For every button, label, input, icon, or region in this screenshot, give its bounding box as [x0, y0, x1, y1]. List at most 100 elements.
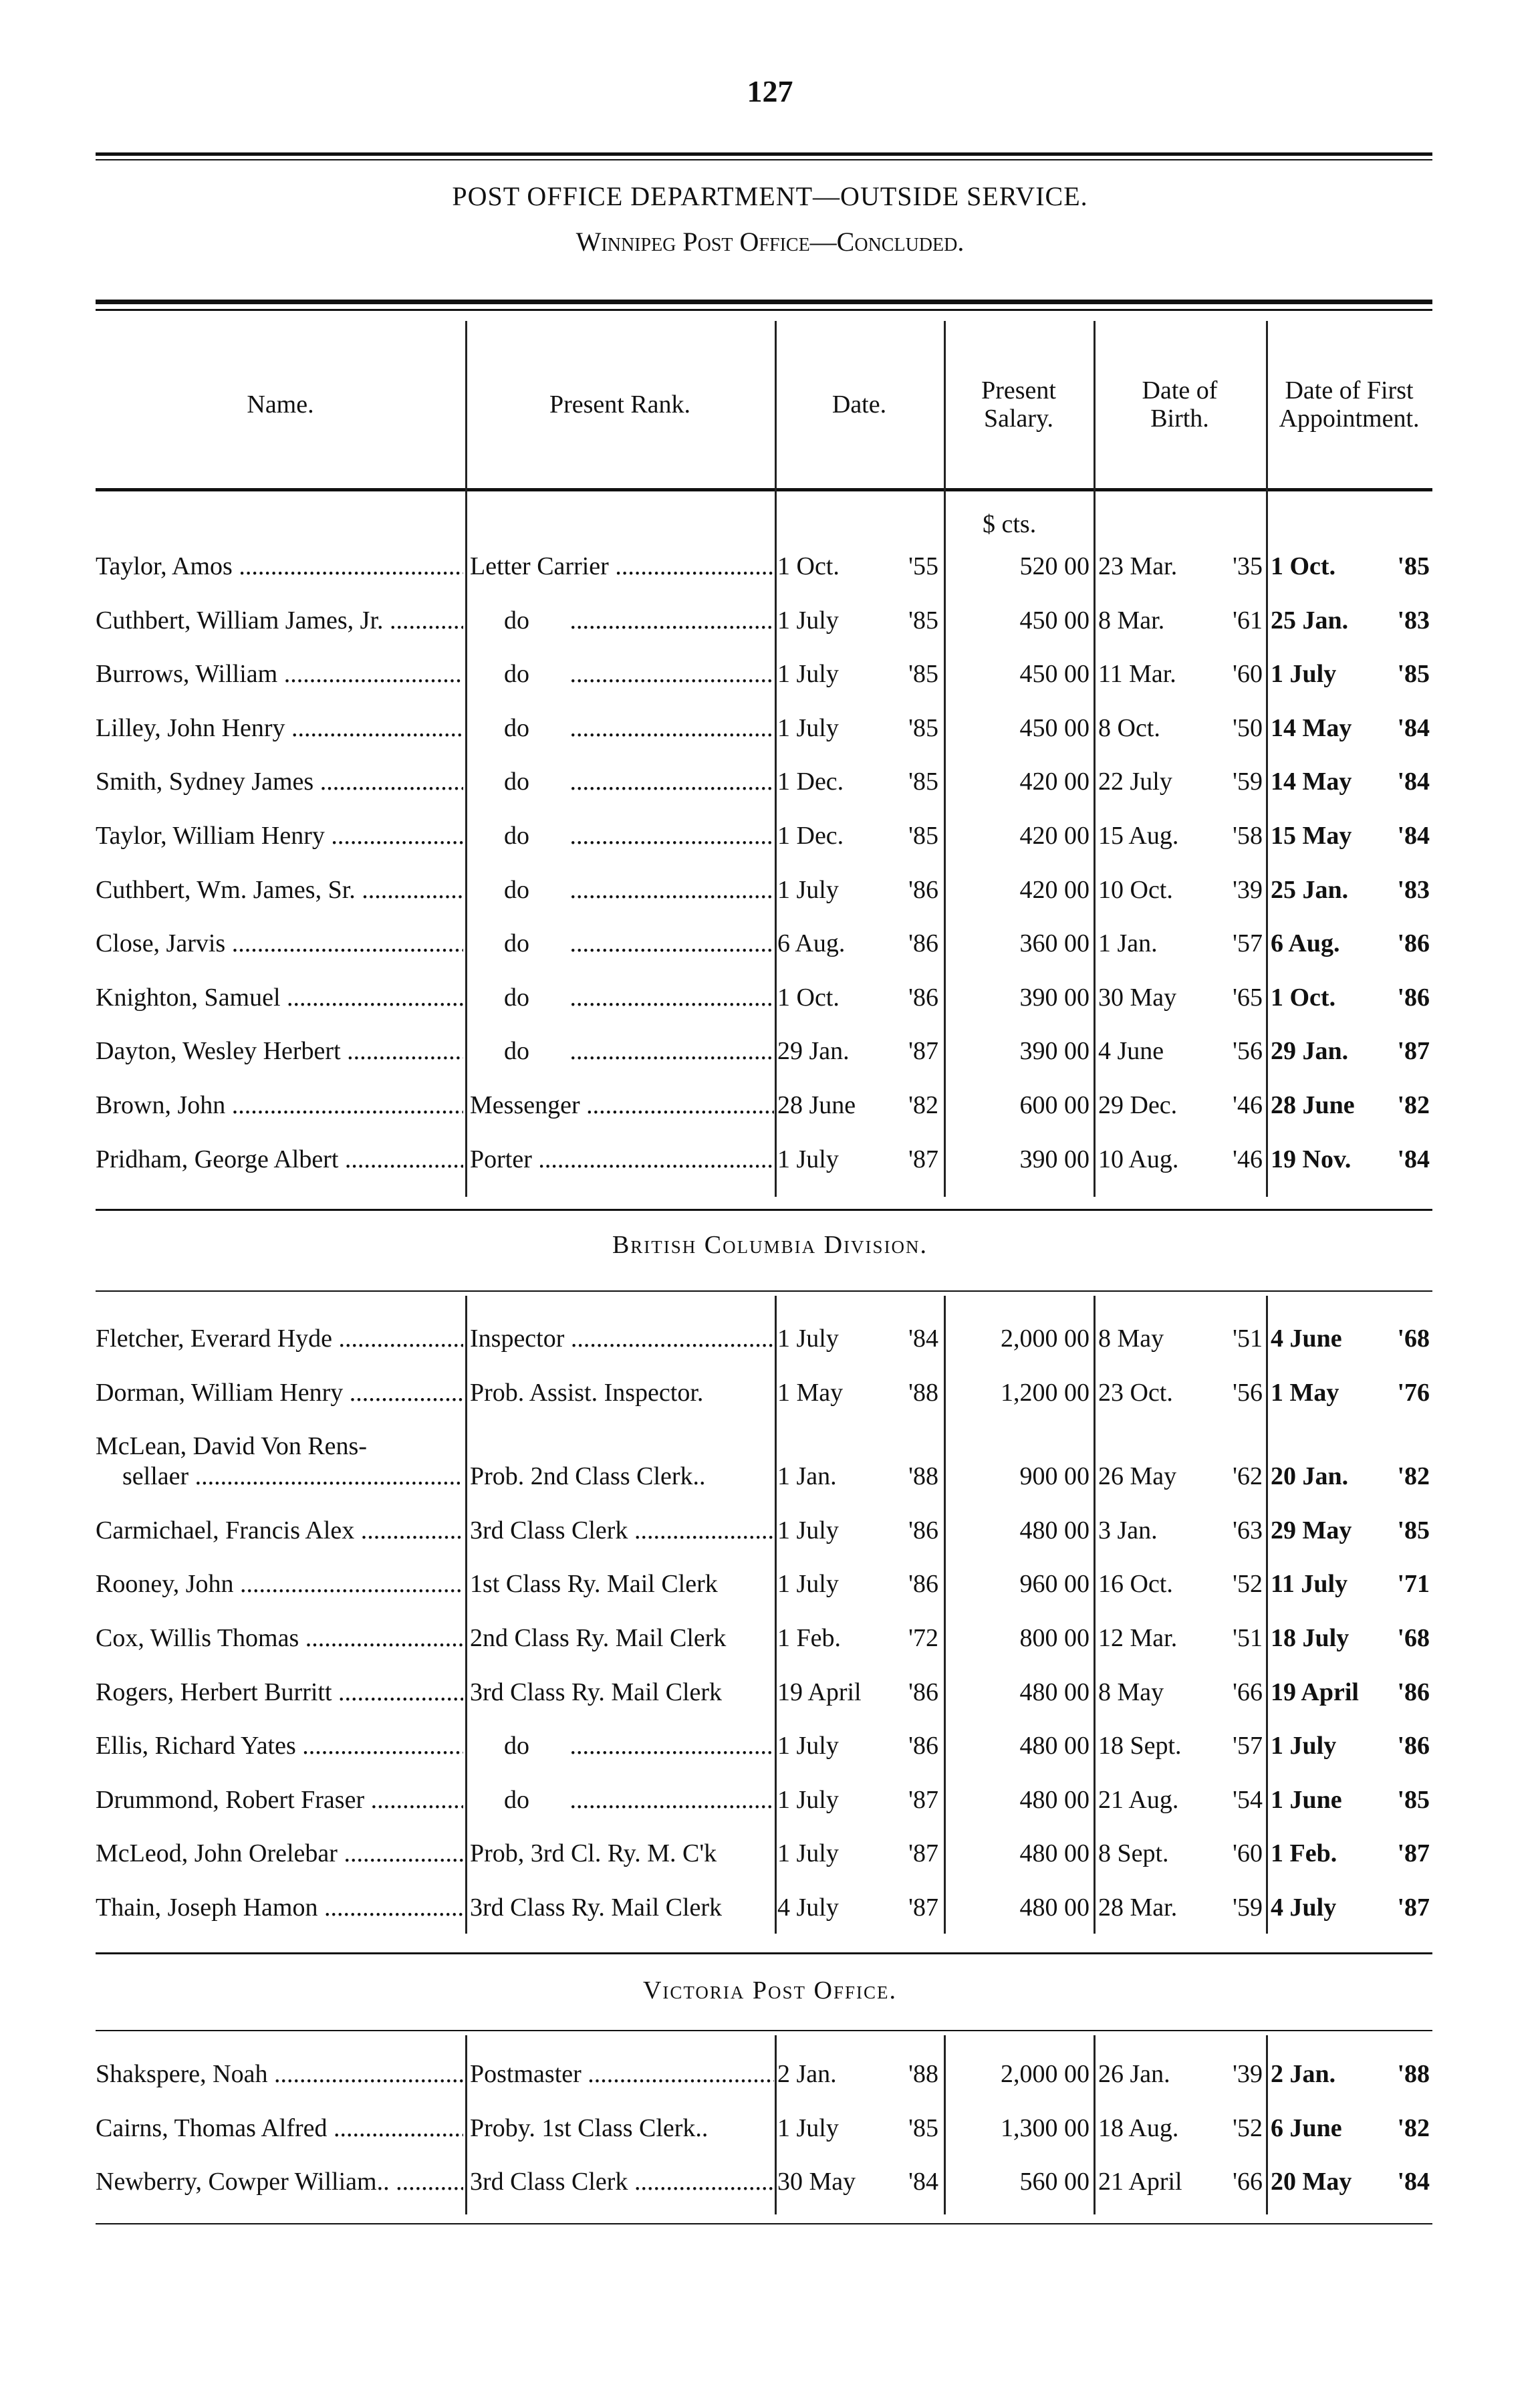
appointment-day-month: 20 Jan. [1271, 1462, 1349, 1491]
birth-day-month: 4 June [1098, 1037, 1164, 1066]
column-header-date: Date. [831, 390, 887, 419]
name-cell: Lilley, John Henry [96, 701, 463, 755]
salary-cents: 00 [1064, 1325, 1089, 1353]
date-day-month: 1 July [777, 606, 839, 635]
appointment-day-month: 20 May [1271, 2168, 1352, 2196]
name-cell: Drummond, Robert Fraser [96, 1773, 463, 1827]
appointment-year: '84 [1397, 713, 1430, 742]
name-cell: McLeod, John Orelebar [96, 1827, 463, 1880]
birth-year: '52 [1233, 2113, 1263, 2142]
rank-cell: do [470, 971, 774, 1024]
date-year: '85 [908, 822, 938, 850]
ditto-mark: do [504, 822, 529, 850]
date-year: '55 [908, 552, 938, 580]
birth-day-month: 21 April [1098, 2168, 1182, 2196]
appointment-day-month: 19 April [1271, 1678, 1359, 1706]
rank-cell: 3rd Class Clerk [470, 2155, 774, 2208]
birth-day-month: 22 July [1098, 768, 1172, 796]
date-year: '85 [908, 768, 938, 796]
salary-cents: 00 [1064, 1378, 1089, 1407]
appointment-cell: 6 Aug. '86 [1271, 917, 1432, 970]
ditto-mark: do [504, 875, 529, 904]
date-year: '86 [908, 875, 938, 904]
birth-day-month: 18 Sept. [1098, 1732, 1182, 1760]
date-day-month: 1 July [777, 1516, 839, 1544]
section-rule [96, 1290, 1432, 1292]
rank-cell: do [470, 701, 774, 755]
salary-dollars: 450 [1019, 606, 1058, 635]
appointment-day-month: 1 July [1271, 660, 1337, 689]
birth-year: '66 [1233, 1678, 1263, 1706]
salary-cents: 00 [1064, 1894, 1089, 1922]
column-header-appointment: Date of First Appointment. [1279, 376, 1420, 433]
birth-cell: 23 Mar. '35 [1098, 540, 1265, 593]
date-year: '86 [908, 1732, 938, 1760]
bottom-rule [96, 2223, 1432, 2224]
name-cell: Shakspere, Noah [96, 2047, 463, 2101]
date-cell: 1 July '84 [777, 1312, 941, 1365]
salary-cents: 00 [1064, 822, 1089, 850]
birth-cell: 29 Dec. '46 [1098, 1078, 1265, 1132]
date-cell: 1 July '85 [777, 594, 941, 647]
salary-cents: 00 [1064, 2113, 1089, 2142]
name-cell: Newberry, Cowper William.. [96, 2155, 463, 2208]
salary-cents: 00 [1064, 1732, 1089, 1760]
appointment-day-month: 15 May [1271, 822, 1352, 850]
appointment-year: '71 [1397, 1570, 1430, 1599]
salary-dollars: 390 [1019, 1145, 1058, 1173]
date-day-month: 1 July [777, 1570, 839, 1599]
salary-dollars: 450 [1019, 713, 1058, 742]
salary-dollars: 560 [1019, 2168, 1058, 2196]
column-divider [1094, 1296, 1096, 1934]
appointment-year: '84 [1397, 768, 1430, 796]
rank-cell: do [470, 917, 774, 970]
salary-cents: 00 [1064, 552, 1089, 580]
birth-year: '62 [1233, 1462, 1263, 1491]
name-cell: Dayton, Wesley Herbert [96, 1024, 463, 1078]
date-day-month: 6 Aug. [777, 929, 846, 958]
salary-cell: 450 00 [946, 647, 1090, 701]
date-cell: 28 June '82 [777, 1078, 941, 1132]
salary-dollars: 480 [1019, 1839, 1058, 1868]
column-divider [1266, 2035, 1268, 2214]
appointment-year: '86 [1397, 929, 1430, 958]
birth-cell: 8 May '51 [1098, 1312, 1265, 1365]
birth-year: '46 [1233, 1091, 1263, 1119]
table-row: Cuthbert, William James, Jr. do 1 July '85 4… [96, 594, 1432, 647]
appointment-year: '87 [1397, 1894, 1430, 1922]
appointment-year: '82 [1397, 1462, 1430, 1491]
salary-cell: 420 00 [946, 809, 1090, 863]
appointment-year: '82 [1397, 2113, 1430, 2142]
appointment-year: '68 [1397, 1325, 1430, 1353]
salary-dollars: 480 [1019, 1732, 1058, 1760]
date-cell: 30 May '84 [777, 2155, 941, 2208]
date-year: '87 [908, 1145, 938, 1173]
column-divider [1094, 321, 1096, 1197]
birth-cell: 1 Jan. '57 [1098, 917, 1265, 970]
birth-year: '50 [1233, 713, 1263, 742]
salary-dollars: 420 [1019, 875, 1058, 904]
table-row: sellaerProb. 2nd Class Clerk.. 1 Jan. '88 9… [96, 1450, 1432, 1503]
appointment-year: '87 [1397, 1839, 1430, 1868]
appointment-year: '88 [1397, 2060, 1430, 2088]
salary-cents: 00 [1064, 1462, 1089, 1491]
salary-dollars: 450 [1019, 660, 1058, 689]
birth-cell: 3 Jan. '63 [1098, 1504, 1265, 1557]
date-cell: 6 Aug. '86 [777, 917, 941, 970]
salary-cell: 390 00 [946, 1133, 1090, 1186]
column-divider [465, 321, 467, 1197]
appointment-cell: 20 May '84 [1271, 2155, 1432, 2208]
rank-cell: do [470, 755, 774, 808]
appointment-day-month: 25 Jan. [1271, 875, 1349, 904]
salary-cell: 2,000 00 [946, 1312, 1089, 1365]
column-divider [775, 321, 777, 1197]
birth-cell: 16 Oct. '52 [1098, 1557, 1265, 1611]
date-day-month: 1 May [777, 1378, 844, 1407]
date-cell: 1 July '86 [777, 863, 941, 917]
salary-cents: 00 [1064, 1037, 1089, 1066]
birth-year: '56 [1233, 1037, 1263, 1066]
appointment-year: '84 [1397, 2168, 1430, 2196]
salary-dollars: 480 [1019, 1785, 1058, 1814]
